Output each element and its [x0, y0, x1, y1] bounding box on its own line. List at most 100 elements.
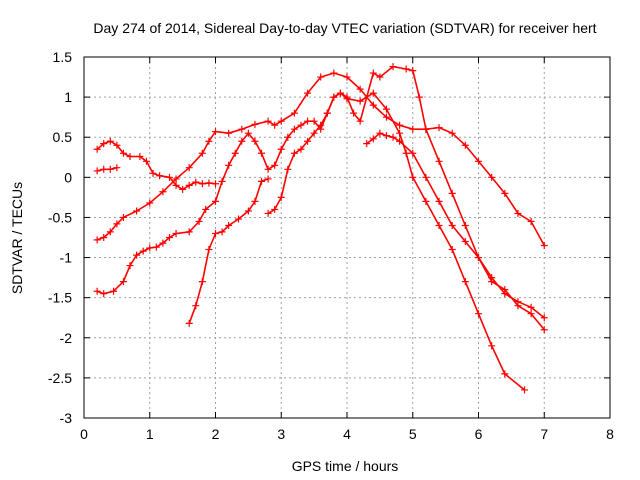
y-tick-label: -3: [60, 410, 73, 426]
data-point: [271, 161, 279, 169]
data-point: [448, 246, 456, 254]
data-point: [422, 197, 430, 205]
data-point: [146, 199, 154, 207]
series-track-g: [363, 129, 548, 322]
data-point: [113, 164, 121, 172]
data-point: [284, 133, 292, 141]
data-point: [540, 314, 548, 322]
data-point: [422, 125, 430, 133]
data-point: [356, 97, 364, 105]
data-point: [323, 109, 331, 117]
data-point: [126, 262, 134, 270]
series-track-e: [185, 175, 272, 327]
data-point: [165, 234, 173, 241]
data-point: [448, 221, 456, 229]
data-point: [277, 145, 285, 153]
data-point: [93, 287, 101, 295]
data-point: [435, 157, 443, 165]
data-point: [172, 175, 180, 183]
data-point: [461, 141, 469, 149]
data-point: [461, 221, 469, 229]
data-point: [113, 141, 121, 149]
series-track-b: [93, 164, 121, 175]
data-point: [409, 149, 417, 157]
data-point: [284, 165, 292, 173]
data-point: [244, 129, 252, 137]
data-point: [100, 234, 108, 241]
data-point: [317, 121, 325, 129]
data-point: [514, 298, 522, 306]
data-point: [251, 197, 259, 205]
data-point: [461, 278, 469, 286]
data-point: [156, 172, 164, 180]
y-tick-label: 1: [64, 89, 72, 105]
data-point: [369, 135, 377, 143]
data-point: [225, 161, 233, 169]
data-point: [133, 207, 141, 215]
data-point: [205, 246, 213, 254]
data-point: [251, 120, 259, 128]
data-point: [225, 129, 233, 137]
data-point: [271, 121, 279, 129]
data-point: [527, 310, 535, 318]
data-point: [475, 254, 482, 262]
data-point: [185, 181, 193, 189]
x-tick-label: 4: [343, 426, 351, 442]
chart-title: Day 274 of 2014, Sidereal Day-to-day VTE…: [93, 20, 596, 36]
axis-ticks: 0 1 2 3 4 5 6 7 8 -3 -2.5 -2 -1.5 -1 -0.5 0 0.5 1 1.5: [48, 49, 614, 442]
data-point: [277, 193, 285, 201]
data-point: [198, 278, 206, 286]
y-tick-label: -1.5: [48, 290, 72, 306]
data-point: [330, 69, 338, 77]
data-point: [343, 93, 351, 101]
data-point: [435, 124, 443, 132]
data-point: [165, 173, 173, 181]
data-point: [350, 109, 358, 117]
data-point: [409, 125, 417, 133]
data-point: [149, 169, 157, 177]
data-point: [376, 73, 384, 81]
data-point: [185, 319, 193, 327]
data-point: [100, 140, 108, 148]
data-point: [396, 121, 404, 129]
data-point: [195, 217, 203, 225]
series-track-c: [93, 69, 548, 250]
data-point: [290, 109, 298, 117]
data-point: [133, 251, 141, 259]
data-point: [290, 149, 298, 157]
data-point: [435, 221, 443, 229]
data-point: [402, 149, 410, 157]
data-point: [501, 189, 509, 197]
x-axis-label: GPS time / hours: [292, 458, 399, 474]
y-tick-label: 1.5: [53, 49, 73, 65]
data-point: [106, 137, 114, 145]
y-axis-label: SDTVAR / TECUs: [9, 182, 25, 294]
data-point: [251, 137, 259, 145]
x-tick-label: 1: [146, 426, 154, 442]
data-point: [264, 165, 272, 173]
data-point: [258, 177, 266, 185]
data-point: [369, 69, 377, 77]
data-point: [142, 157, 150, 165]
data-point: [264, 175, 272, 183]
data-point: [93, 145, 101, 153]
grid-lines: [84, 57, 610, 418]
data-point: [205, 179, 213, 187]
data-point: [93, 236, 101, 244]
data-point: [330, 93, 338, 101]
data-point: [409, 67, 417, 75]
data-point: [244, 207, 252, 215]
data-point: [172, 229, 180, 237]
data-point: [356, 85, 364, 93]
data-point: [198, 149, 206, 157]
data-point: [212, 180, 219, 188]
data-point: [93, 167, 101, 175]
data-point: [139, 247, 147, 255]
data-point: [402, 65, 410, 73]
data-point: [317, 73, 325, 81]
data-point: [106, 165, 114, 173]
data-point: [225, 221, 233, 229]
data-point: [271, 205, 279, 213]
